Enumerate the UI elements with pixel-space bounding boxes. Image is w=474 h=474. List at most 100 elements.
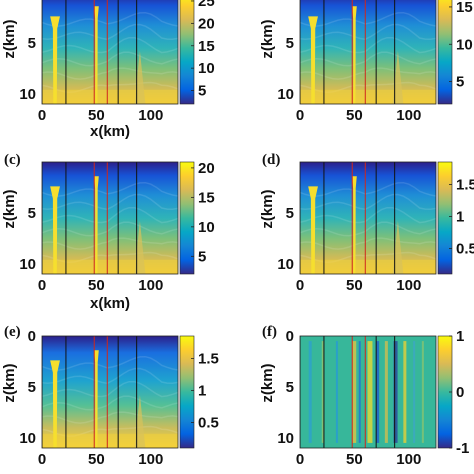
colorbar-tick-label: 10 — [198, 60, 215, 77]
y-axis-label: z(km) — [259, 189, 276, 228]
difference-streak — [421, 341, 424, 443]
x-tick-label: 50 — [346, 107, 363, 124]
field-contour — [42, 221, 178, 237]
x-tick-label: 0 — [296, 107, 304, 124]
field-contour — [300, 36, 436, 54]
y-axis-label: z(km) — [259, 363, 276, 402]
x-tick-label: 0 — [38, 451, 46, 468]
colorbar-tick-label: 1 — [198, 382, 206, 399]
colorbar-tick-label: 1 — [456, 208, 464, 225]
y-tick-label: 10 — [19, 256, 36, 273]
plume-shape — [352, 176, 357, 274]
heatmap-background — [42, 162, 178, 274]
colorbar — [179, 335, 195, 449]
plume-shape — [94, 6, 99, 104]
heatmap-field — [300, 336, 436, 448]
field-contour — [42, 411, 178, 424]
x-tick-label: 50 — [88, 277, 105, 294]
colorbar-tick-label: 10 — [198, 219, 215, 236]
colorbar-tick-label: 0.5 — [456, 240, 474, 257]
heatmap-field — [42, 336, 178, 448]
field-contour — [300, 51, 436, 67]
y-tick-label: 10 — [277, 430, 294, 447]
difference-streak — [358, 341, 361, 443]
colorbar-tick-label: 5 — [456, 74, 464, 91]
colorbar-tick-label: 1 — [456, 328, 464, 345]
y-tick-label: 10 — [277, 86, 294, 103]
y-tick-label: 0 — [286, 328, 294, 345]
ridge-shape — [392, 221, 404, 274]
axes-frame — [299, 335, 437, 449]
field-contour — [300, 67, 436, 80]
plume-shape — [50, 360, 60, 448]
panel-3: 0 50 100 5 10 z(km) x(km) (c) 20 15 10 5 — [1, 152, 215, 312]
axes-frame — [41, 335, 179, 449]
difference-streak — [335, 341, 338, 443]
x-axis-label: x(km) — [90, 123, 130, 140]
field-contour — [300, 11, 436, 27]
field-contour — [300, 237, 436, 250]
colorbar-tick-label: 0.5 — [198, 414, 219, 431]
x-tick-label: 50 — [88, 451, 105, 468]
heatmap-background — [42, 0, 178, 104]
difference-streak — [384, 341, 388, 443]
boundary-layer-band — [300, 259, 436, 274]
boundary-layer-band — [42, 259, 178, 274]
field-contour — [42, 23, 178, 41]
panel-2: 0 50 100 5 10 z(km) 15 10 5 — [259, 0, 473, 124]
x-tick-label: 100 — [138, 107, 163, 124]
y-tick-label: 5 — [286, 379, 294, 396]
boundary-layer-band — [300, 89, 436, 104]
colorbar-tick-label: 1.5 — [456, 176, 474, 193]
y-tick-label: 10 — [19, 430, 36, 447]
x-tick-label: 100 — [396, 277, 421, 294]
difference-streak — [308, 341, 312, 443]
difference-streak — [413, 341, 416, 443]
panel-1: 0 50 100 5 10 z(km) x(km) 25 20 15 10 5 — [1, 0, 215, 140]
x-tick-label: 0 — [296, 451, 304, 468]
field-contour — [300, 221, 436, 237]
colorbar-tick-label: -1 — [456, 440, 469, 457]
colorbar-tick-label: 15 — [198, 38, 215, 55]
heatmap-field — [300, 162, 436, 274]
colorbar-tick-label: 5 — [198, 83, 206, 100]
panel-label: (e) — [4, 324, 21, 340]
field-contour — [42, 51, 178, 67]
y-tick-label: 10 — [277, 256, 294, 273]
x-tick-label: 100 — [396, 451, 421, 468]
heatmap-field — [42, 0, 178, 104]
panel-label: (f) — [262, 324, 277, 340]
field-contour — [300, 181, 436, 197]
field-contour — [300, 206, 436, 224]
field-contour — [42, 181, 178, 197]
y-tick-label: 5 — [28, 205, 36, 222]
field-contour — [42, 67, 178, 80]
ridge-shape — [134, 221, 146, 274]
difference-streak — [393, 341, 398, 443]
y-tick-label: 5 — [286, 35, 294, 52]
boundary-layer-band — [42, 433, 178, 448]
panel-4: 0 50 100 5 10 z(km) (d) 1.5 1 0.5 — [259, 152, 474, 294]
panel-label: (d) — [262, 152, 280, 168]
colorbar-tick-label: 1.5 — [198, 350, 219, 367]
heatmap-background — [300, 162, 436, 274]
heatmap-background — [300, 0, 436, 104]
ridge-shape — [134, 395, 146, 448]
x-tick-label: 0 — [38, 277, 46, 294]
difference-streak — [376, 341, 380, 443]
x-tick-label: 100 — [138, 277, 163, 294]
heatmap-field — [42, 162, 178, 274]
field-contour — [300, 193, 436, 211]
plume-shape — [50, 186, 60, 274]
heatmap-field — [300, 0, 436, 104]
colorbar-tick-label: 10 — [456, 36, 473, 53]
field-contour — [42, 367, 178, 385]
colorbar — [179, 0, 195, 105]
colorbar — [179, 161, 195, 275]
panel-5: 0 50 100 0 5 10 z(km) (e) 1.5 1 0.5 — [1, 324, 219, 468]
colorbar — [437, 161, 453, 275]
plume-shape — [94, 176, 99, 274]
ridge-shape — [392, 51, 404, 104]
x-tick-label: 50 — [346, 277, 363, 294]
